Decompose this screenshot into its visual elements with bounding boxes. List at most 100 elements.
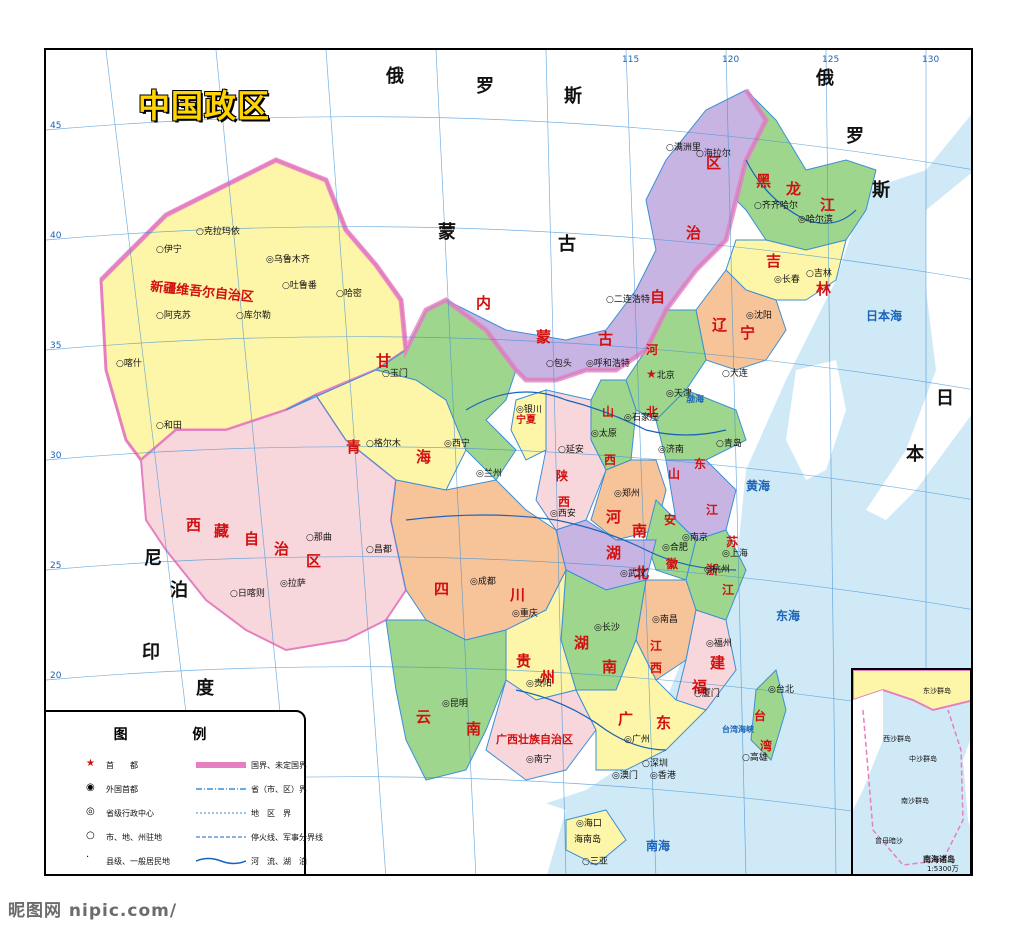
- city-karamay: ○克拉玛依: [196, 227, 240, 237]
- legend-district-label: 地 区 界: [251, 809, 291, 818]
- province-label-xizang-4: 治: [274, 540, 290, 558]
- city-shanghai: ◎上海: [722, 549, 748, 559]
- province-label-heilongjiang-3: 江: [820, 196, 836, 214]
- city-fuzhou: ◎福州: [706, 639, 732, 649]
- latitude-label-30: 30: [50, 451, 62, 461]
- province-label-jiangxi-1: 江: [650, 639, 663, 653]
- province-label-hunan-2: 南: [602, 658, 618, 676]
- legend-town-symbol: ·: [86, 852, 90, 863]
- guangdong-region: [575, 638, 707, 771]
- taiwan-island: [750, 669, 787, 761]
- province-label-zhejiang-1: 浙: [706, 563, 719, 577]
- country-label-russia-3: 斯: [564, 86, 582, 107]
- map-legend: 图 例 ★ 首 都 国界、未定国界 ◉ 外国首都 省（市、区）界 ◎ 省级行政中…: [44, 710, 323, 876]
- province-label-guizhou-1: 贵: [516, 652, 532, 670]
- province-label-hunan-1: 湖: [574, 634, 590, 652]
- legend-province-label: 省（市、区）界: [251, 785, 307, 794]
- province-label-hebei-2: 北: [646, 405, 659, 419]
- province-label-sichuan-2: 川: [510, 586, 526, 604]
- city-taipei: ◎台北: [768, 685, 794, 695]
- rivers: [405, 159, 857, 751]
- country-label-nepal-1: 尼: [144, 548, 162, 569]
- city-chongqing: ◎重庆: [512, 609, 538, 619]
- sea-label-yellow-sea: 黄海: [746, 479, 771, 493]
- province-label-xizang-3: 自: [244, 530, 260, 548]
- city-kunming: ◎昆明: [442, 699, 468, 709]
- city-changchun: ◎长春: [774, 275, 800, 285]
- map-frame[interactable]: 中国政区 俄 罗 斯 蒙 古 尼 泊 印 度 日 本 俄 罗 斯 新疆维吾尔自治…: [44, 48, 973, 876]
- province-label-sichuan-1: 四: [434, 580, 450, 598]
- province-label-hebei-1: 河: [646, 343, 659, 357]
- legend-city-label: 市、地、州驻地: [106, 833, 162, 842]
- province-label-ningxia: 宁夏: [516, 415, 536, 426]
- inset-label-nansha: 南沙群岛: [901, 797, 929, 805]
- city-nagqu: ○那曲: [306, 533, 332, 543]
- city-yinchuan: ◎银川: [516, 405, 542, 415]
- legend-river-line: [196, 857, 246, 865]
- province-label-jiangsu-2: 苏: [726, 535, 739, 549]
- city-haikou: ◎海口: [576, 819, 602, 829]
- korea-land: [786, 360, 846, 480]
- map-title: 中国政区: [138, 87, 271, 125]
- province-label-neimenggu-2: 蒙: [536, 328, 552, 346]
- inset-label-xisha: 西沙群岛: [883, 735, 911, 743]
- legend-title: 图 例: [113, 727, 237, 743]
- city-taiyuan: ◎太原: [591, 429, 617, 439]
- south-china-sea-inset[interactable]: 东沙群岛 西沙群岛 中沙群岛 南沙群岛 曾母暗沙 南海诸岛 1:5300万: [851, 668, 972, 876]
- legend-border-label: 国界、未定国界: [251, 761, 307, 770]
- country-label-mongolia-2: 古: [558, 234, 576, 255]
- province-label-qinghai-2: 海: [416, 448, 432, 466]
- city-harbin: ◎哈尔滨: [798, 215, 833, 225]
- province-label-taiwan-1: 台: [754, 709, 767, 723]
- city-baotou: ○包头: [546, 359, 572, 369]
- inset-scale: 1:5300万: [927, 865, 959, 873]
- legend-city-symbol: ○: [86, 830, 95, 841]
- inset-map: [853, 670, 970, 866]
- province-label-anhui-1: 安: [664, 513, 677, 527]
- inset-label-zengmu: 曾母暗沙: [875, 837, 903, 845]
- legend-border-line: [196, 762, 246, 768]
- legend-ceasefire-line: [196, 836, 246, 838]
- city-jilin: ○吉林: [806, 269, 832, 279]
- country-label-india-2: 度: [196, 678, 214, 699]
- city-korla: ○库尔勒: [236, 311, 271, 321]
- latitude-label-35: 35: [50, 341, 62, 351]
- sea-label-bohai: 渤海: [686, 395, 705, 405]
- legend-town-label: 县级、一般居民地: [106, 857, 170, 866]
- city-turpan: ○吐鲁番: [282, 281, 317, 291]
- province-label-hubei-1: 湖: [606, 544, 622, 562]
- legend-river-label: 河 流、湖 泊: [251, 857, 307, 866]
- guangxi-region: [485, 679, 597, 781]
- southeast-asia-land: [388, 790, 566, 874]
- province-label-guangxi: 广西壮族自治区: [496, 733, 573, 746]
- province-label-zhejiang-2: 江: [722, 583, 735, 597]
- city-nanchang: ◎南昌: [652, 615, 678, 625]
- city-yanan: ○延安: [558, 445, 584, 455]
- city-guiyang: ◎贵阳: [526, 679, 552, 689]
- legend-provincial-center-label: 省级行政中心: [106, 809, 154, 818]
- city-zhengzhou: ◎郑州: [614, 489, 640, 499]
- city-hongkong: ◎香港: [650, 771, 676, 781]
- province-label-yunnan-2: 南: [466, 720, 482, 738]
- province-label-jiangxi-2: 西: [650, 661, 663, 675]
- city-aksu: ○阿克苏: [156, 311, 191, 321]
- country-label-mongolia-1: 蒙: [438, 222, 456, 243]
- longitude-label-130: 130: [922, 55, 940, 65]
- country-label-japan-1: 日: [936, 388, 954, 409]
- city-xiamen: ○厦门: [694, 689, 720, 699]
- province-label-henan-1: 河: [606, 508, 622, 526]
- province-label-xizang-2: 藏: [214, 522, 230, 540]
- sea-label-taiwan-strait: 台湾海峡: [722, 725, 754, 734]
- country-label-russia-e3: 斯: [872, 180, 890, 201]
- legend-district-line: [196, 812, 246, 814]
- country-label-nepal-2: 泊: [170, 580, 188, 601]
- city-hefei: ◎合肥: [662, 543, 688, 553]
- city-sanya: ○三亚: [582, 857, 608, 867]
- city-golmud: ○格尔木: [366, 439, 401, 449]
- city-hotan: ○和田: [156, 421, 182, 431]
- city-shijiazhuang: ◎石家庄: [624, 413, 659, 423]
- japan-land: [866, 173, 971, 520]
- province-label-heilongjiang-2: 龙: [786, 180, 802, 198]
- city-tianjin: ◎天津: [666, 389, 692, 399]
- province-label-heilongjiang-1: 黑: [756, 172, 772, 190]
